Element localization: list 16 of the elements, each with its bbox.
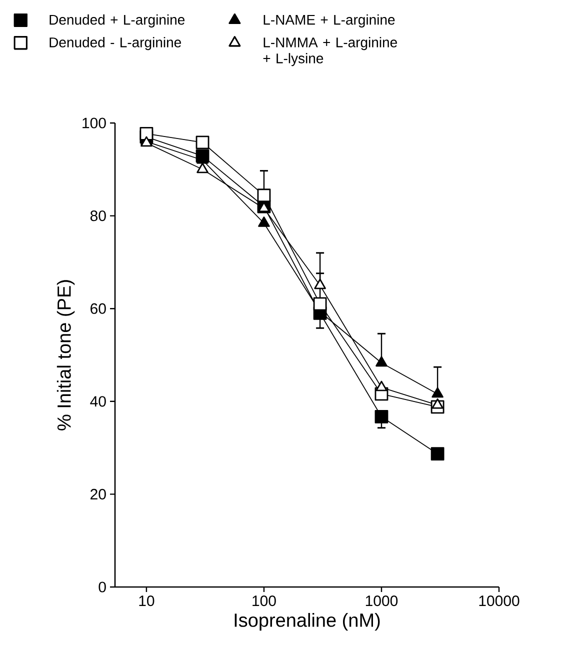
legend-label: L-NAME + L-arginine — [264, 14, 395, 28]
x-tick-label: 100 — [252, 596, 276, 606]
y-tick-label: 100 — [82, 118, 106, 128]
x-tick-label: 10000 — [479, 596, 520, 606]
y-tick-label: 40 — [90, 396, 106, 407]
y-tick-label: 20 — [90, 488, 106, 500]
legend-label: Denuded + L-arginine — [50, 14, 185, 28]
y-tick-label: 80 — [90, 210, 106, 222]
y-axis-title: % Initial tone (PE) — [56, 280, 75, 430]
legend-label: Denuded - L-arginine — [50, 37, 182, 50]
y-tick-label: 60 — [90, 303, 106, 314]
x-tick-label: 10 — [139, 596, 154, 606]
y-tick-label: 0 — [98, 582, 106, 592]
x-axis-title: Isoprenaline (nM) — [234, 612, 380, 631]
x-tick-label: 1000 — [366, 596, 398, 606]
legend-label: L-NMMA + L-arginine + L-lysine — [263, 37, 397, 66]
